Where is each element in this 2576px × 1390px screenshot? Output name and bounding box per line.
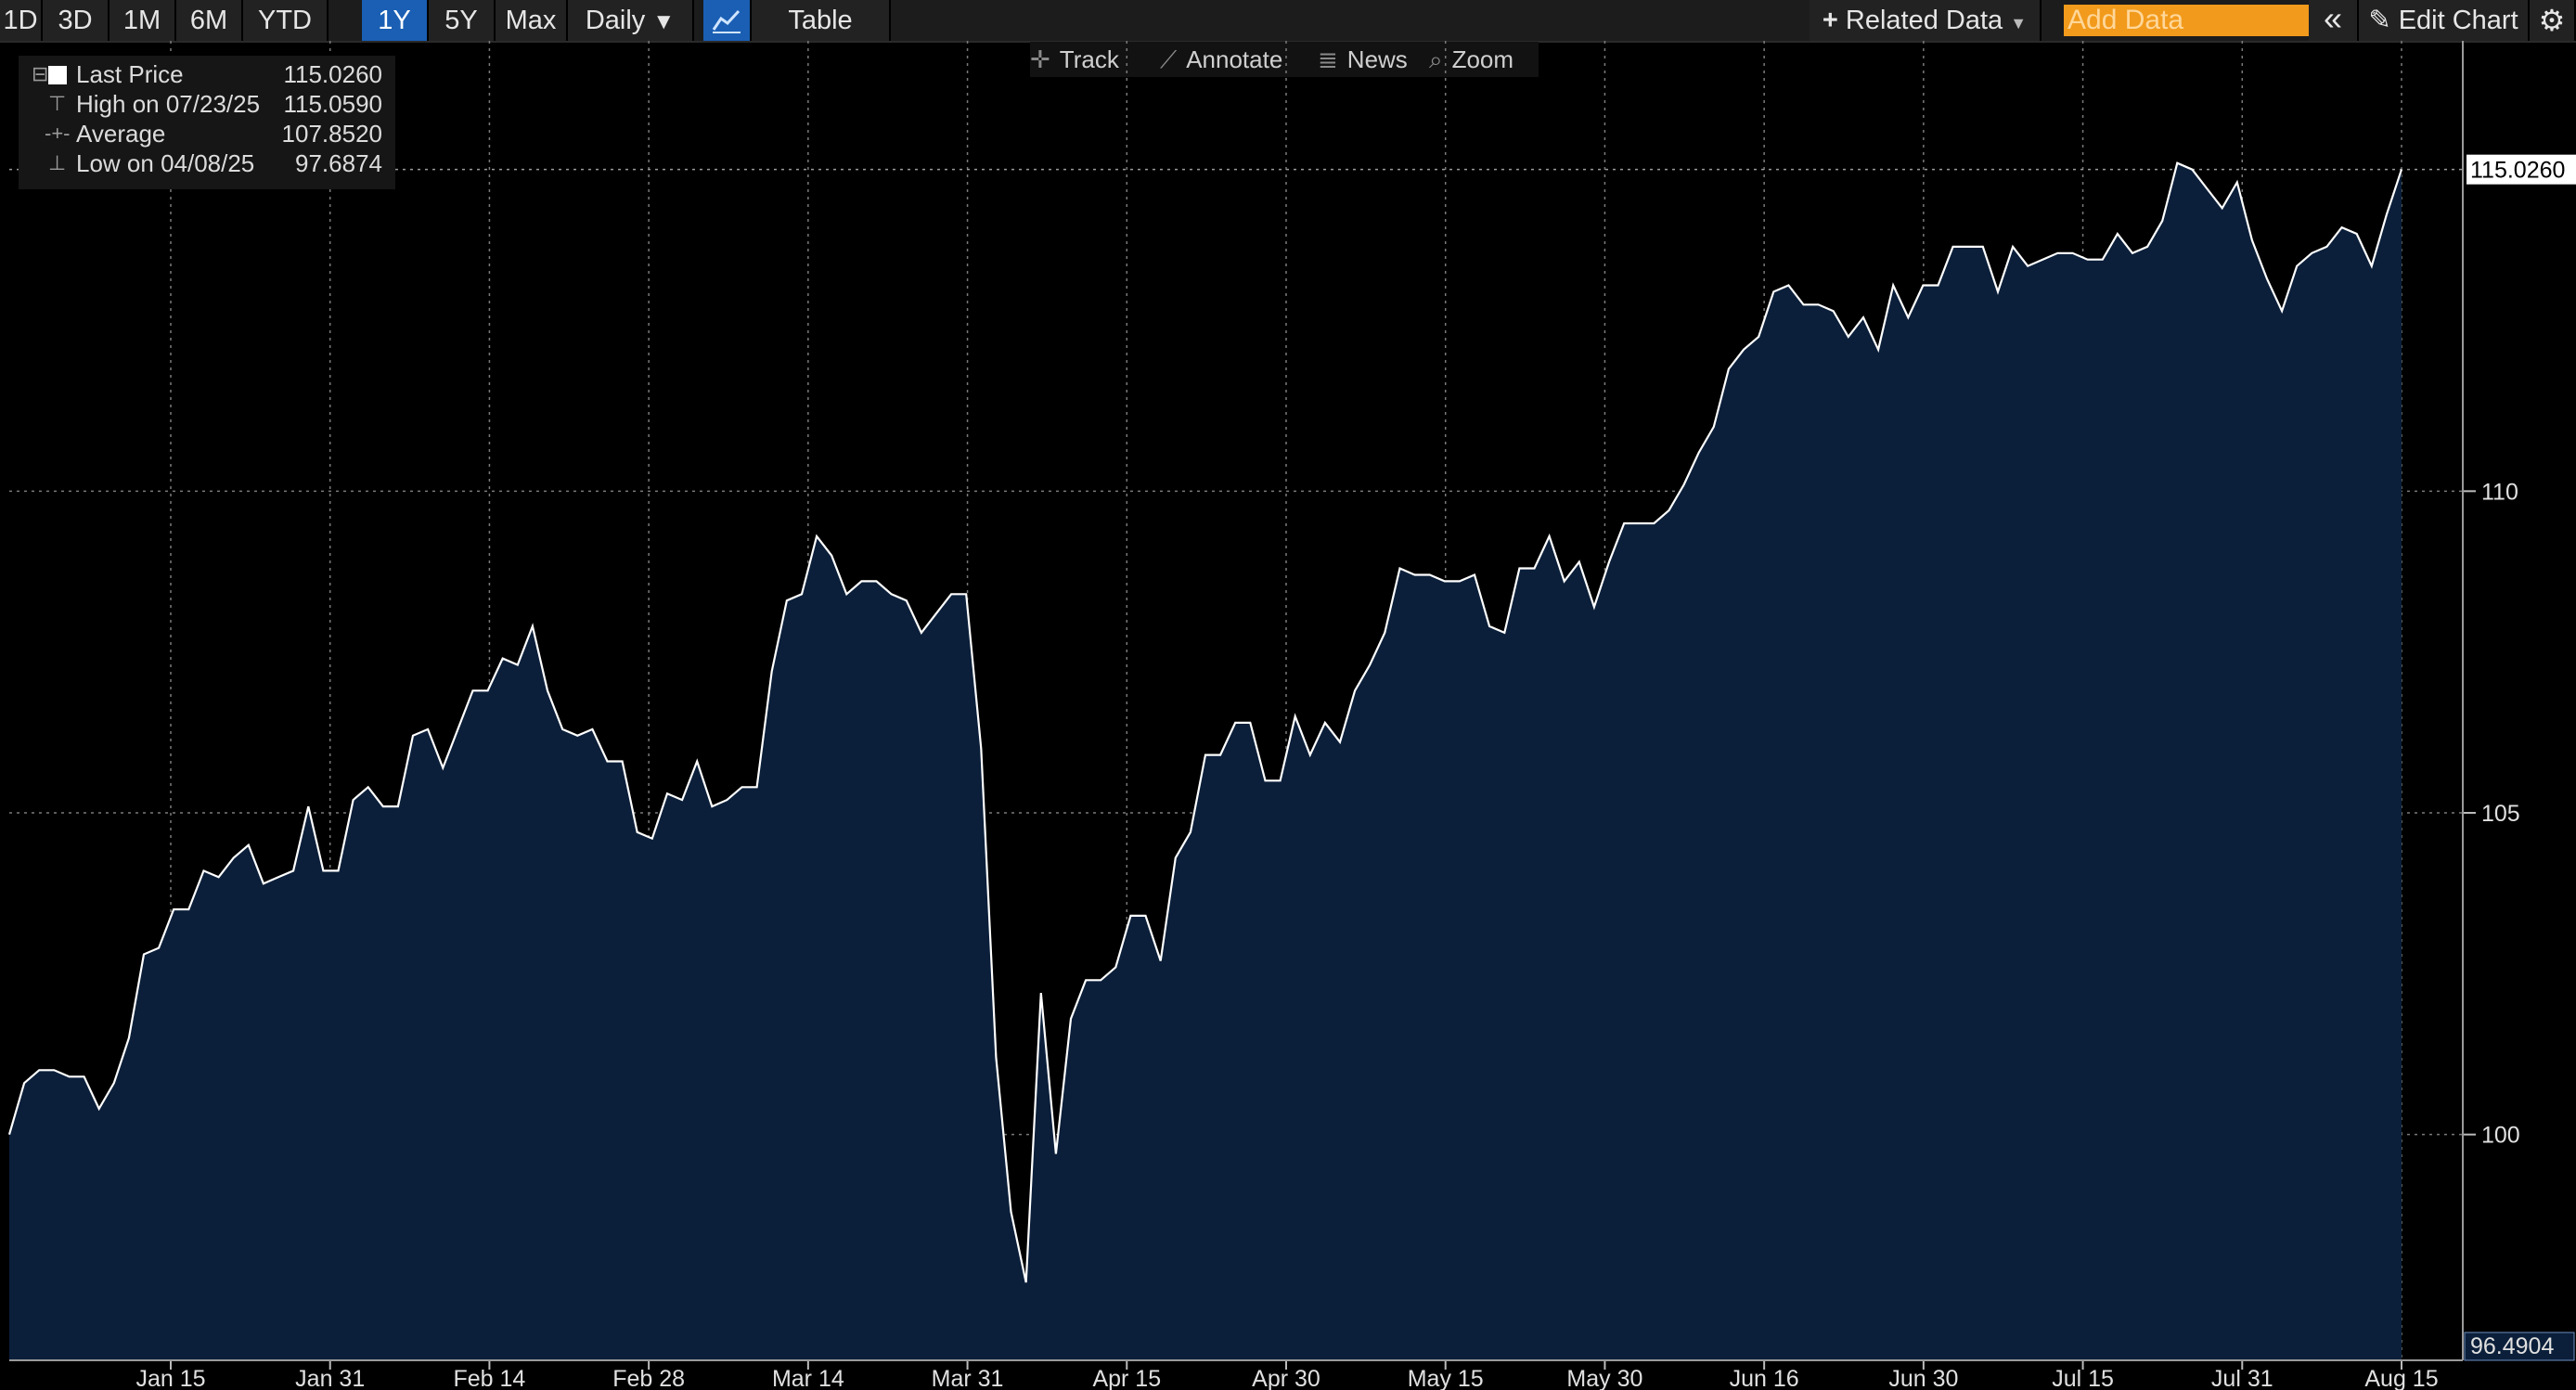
x-tick-label: Mar 14 (772, 1366, 844, 1390)
legend-average-label: Average (76, 120, 166, 148)
zoom-label: Zoom (1451, 45, 1514, 73)
legend-last-price[interactable]: ⊟ Last Price 115.0260 (19, 59, 395, 89)
chart-subtoolbar: ✛ Track ⟋ Annotate ≣ News ⌕ Zoom (1030, 42, 1539, 77)
legend-high: ⊤ High on 07/23/25 115.0590 (19, 89, 395, 119)
average-marker-icon: -+- (45, 122, 71, 145)
y-min-tag (2464, 1332, 2575, 1361)
period-5y-button[interactable]: 5Y (429, 0, 496, 41)
annotate-label: Annotate (1186, 45, 1283, 73)
y-tick-label: 105 (2481, 801, 2520, 827)
edit-chart-button[interactable]: ✎ Edit Chart (2359, 0, 2530, 41)
y-min-tag-label: 96.4904 (2470, 1333, 2554, 1359)
plus-icon: + (1822, 6, 1838, 35)
low-marker-icon: ⊥ (48, 151, 67, 174)
period-6m-button[interactable]: 6M (176, 0, 243, 41)
zoom-magnifier-icon: ⌕ (1429, 45, 1443, 73)
x-tick-label: Jul 15 (2052, 1366, 2114, 1390)
price-area (7, 161, 2403, 1361)
line-chart-icon (712, 9, 741, 33)
x-tick-label: Jul 31 (2211, 1366, 2273, 1390)
add-data-input[interactable] (2064, 5, 2309, 36)
x-tick-label: Jun 30 (1888, 1366, 1958, 1390)
related-data-button[interactable]: + Related Data ▼ (1810, 0, 2041, 41)
news-icon: ≣ (1318, 45, 1338, 73)
legend-low: ⊥ Low on 04/08/25 97.6874 (19, 148, 395, 178)
legend-low-value: 97.6874 (295, 149, 382, 177)
related-data-label: Related Data (1845, 6, 2003, 35)
y-axis: 100 105 110 115.0260 96.4904 (2462, 41, 2576, 1361)
period-max-button[interactable]: Max (496, 0, 568, 41)
track-label: Track (1059, 45, 1119, 73)
legend-last-price-label: Last Price (76, 60, 184, 88)
track-button[interactable]: ✛ Track (1030, 42, 1119, 77)
table-button[interactable]: Table (752, 0, 891, 41)
period-3d-button[interactable]: 3D (43, 0, 109, 41)
x-tick-label: Apr 15 (1092, 1366, 1161, 1390)
chevron-down-icon: ▼ (652, 9, 676, 34)
x-tick-label: Apr 30 (1252, 1366, 1320, 1390)
legend-high-label: High on 07/23/25 (76, 90, 261, 118)
collapse-icon[interactable]: « (2309, 0, 2359, 41)
news-label: News (1346, 45, 1408, 73)
y-tick-label: 110 (2481, 479, 2518, 505)
line-chart-toggle-button[interactable] (703, 0, 752, 41)
x-tick-label: Jan 15 (135, 1366, 205, 1390)
period-ytd-button[interactable]: YTD (243, 0, 328, 41)
period-1m-button[interactable]: 1M (109, 0, 176, 41)
frequency-label: Daily (585, 6, 646, 35)
annotate-button[interactable]: ⟋ Annotate (1160, 42, 1282, 77)
period-1d-button[interactable]: 1D (0, 0, 43, 41)
x-tick-label: Feb 14 (454, 1366, 526, 1390)
legend-high-value: 115.0590 (283, 90, 382, 118)
price-area-fill (9, 162, 2402, 1361)
x-tick-label: Jan 31 (295, 1366, 365, 1390)
annotate-pen-icon: ⟋ (1160, 45, 1178, 73)
x-tick-label: Feb 28 (612, 1366, 685, 1390)
chart-legend: ⊟ Last Price 115.0260 ⊤ High on 07/23/25… (19, 56, 395, 189)
last-price-tag-label: 115.0260 (2470, 158, 2565, 184)
legend-low-label: Low on 04/08/25 (76, 149, 255, 177)
y-tick-label: 100 (2481, 1123, 2520, 1149)
legend-average: -+- Average 107.8520 (19, 119, 395, 148)
x-tick-label: Jun 16 (1730, 1366, 1799, 1390)
pencil-icon: ✎ (2368, 6, 2391, 35)
x-tick-label: May 15 (1408, 1366, 1484, 1390)
legend-last-price-value: 115.0260 (283, 60, 382, 88)
last-price-tag (2467, 154, 2576, 185)
collapse-box-icon[interactable]: ⊟ (32, 62, 49, 85)
caret-down-icon: ▼ (2010, 14, 2028, 32)
x-tick-label: Aug 15 (2364, 1366, 2438, 1390)
frequency-dropdown[interactable]: Daily ▼ (568, 0, 694, 41)
gear-icon[interactable]: ⚙ (2530, 0, 2576, 41)
price-chart[interactable]: 100 105 110 115.0260 96.4904 Jan 15 Jan 31 Feb… (0, 41, 2576, 1390)
price-line (7, 161, 2403, 1283)
period-1y-button[interactable]: 1Y (362, 0, 429, 41)
x-tick-label: May 30 (1566, 1366, 1642, 1390)
x-axis: Jan 15 Jan 31 Feb 14 Feb 28 Mar 14 Mar 31 Apr … (9, 1359, 2463, 1390)
toolbar: 1D 3D 1M 6M YTD 1Y 5Y Max Daily ▼ Table … (0, 0, 2576, 43)
news-button[interactable]: ≣ News (1318, 42, 1408, 77)
legend-average-value: 107.8520 (281, 120, 382, 148)
crosshair-icon: ✛ (1030, 45, 1050, 73)
legend-swatch (48, 66, 67, 84)
high-marker-icon: ⊤ (48, 92, 67, 115)
zoom-button[interactable]: ⌕ Zoom (1429, 42, 1513, 77)
edit-chart-label: Edit Chart (2398, 6, 2518, 35)
x-tick-label: Mar 31 (932, 1366, 1004, 1390)
